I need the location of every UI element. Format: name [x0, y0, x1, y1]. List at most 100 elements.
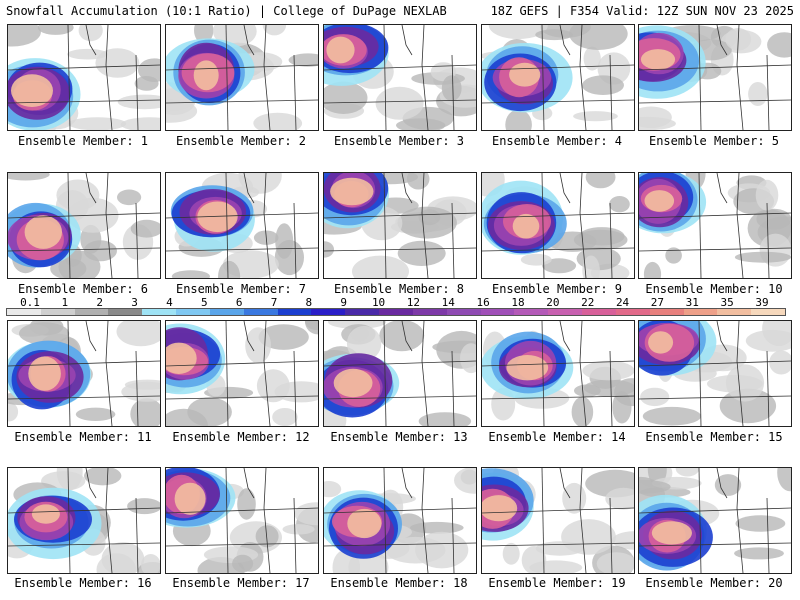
state-border [451, 54, 455, 130]
state-border [766, 497, 770, 573]
state-border [324, 360, 476, 367]
state-border [8, 395, 160, 400]
light-snow-area [78, 25, 103, 42]
member-map-panel [481, 24, 635, 131]
heavy-snow-area [347, 508, 382, 539]
light-snow-area [605, 487, 634, 510]
snowfall-map [639, 173, 791, 278]
colorbar-segment [548, 309, 583, 315]
light-snow-area [232, 554, 254, 573]
member-caption: Ensemble Member: 10 [645, 282, 783, 296]
state-border [579, 468, 587, 573]
colorbar-segment [717, 309, 752, 315]
state-border [482, 99, 634, 104]
light-snow-area [582, 75, 624, 95]
state-border [716, 468, 728, 499]
colorbar-tick-label: 39 [755, 296, 769, 309]
state-border [766, 202, 770, 278]
state-border [716, 321, 728, 352]
colorbar-tick-label: 35 [720, 296, 734, 309]
light-snow-area [735, 515, 786, 532]
state-border [293, 350, 297, 426]
light-snow-area [642, 406, 701, 426]
light-snow-area [640, 387, 670, 407]
colorbar-segment [277, 309, 312, 315]
light-snow-area [611, 531, 634, 550]
member-caption: Ensemble Member: 2 [175, 134, 307, 148]
state-border [639, 542, 791, 547]
colorbar-tick-label: 9 [340, 296, 348, 309]
light-snow-area [583, 46, 601, 71]
state-border [639, 64, 791, 71]
colorbar-tick-label: 0.1 [20, 296, 40, 309]
snowfall-map [482, 25, 634, 130]
member-caption: Ensemble Member: 16 [14, 576, 152, 590]
light-snow-area [725, 364, 765, 402]
heavy-snow-area [509, 62, 541, 87]
state-border [67, 25, 71, 130]
state-border [541, 173, 545, 278]
state-border [293, 497, 297, 573]
light-snow-area [609, 196, 630, 213]
snowfall-map [482, 468, 634, 573]
state-border [639, 212, 791, 219]
light-snow-area [171, 270, 210, 278]
member-caption: Ensemble Member: 19 [488, 576, 626, 590]
state-border [541, 468, 545, 573]
state-border [263, 25, 271, 130]
light-snow-area [138, 58, 160, 82]
member-map-panel [323, 320, 477, 427]
colorbar-segment [480, 309, 515, 315]
colorbar-segment [582, 309, 616, 315]
member-caption: Ensemble Member: 4 [491, 134, 623, 148]
state-border [559, 25, 571, 56]
colorbar-tick-label: 10 [371, 296, 386, 309]
member-caption: Ensemble Member: 8 [333, 282, 465, 296]
colorbar-segment [142, 309, 177, 315]
state-border [135, 202, 139, 278]
member-caption: Ensemble Member: 5 [648, 134, 780, 148]
state-border [736, 468, 744, 573]
colorbar-segment [345, 309, 380, 315]
light-snow-area [579, 227, 625, 246]
state-border [766, 54, 770, 130]
state-border [401, 173, 413, 204]
state-border [639, 247, 791, 252]
state-border [383, 468, 387, 573]
light-snow-area [418, 209, 441, 226]
state-border [166, 247, 318, 252]
state-border [482, 542, 634, 547]
snowfall-map [324, 468, 476, 573]
state-border [609, 202, 613, 278]
light-snow-area [542, 258, 577, 274]
light-snow-area [262, 25, 287, 36]
state-border [166, 542, 318, 547]
light-snow-area [379, 321, 425, 352]
state-border [135, 54, 139, 130]
light-snow-area [460, 343, 476, 374]
state-border [8, 360, 160, 367]
state-border [67, 321, 71, 426]
member-map-panel [323, 172, 477, 279]
light-snow-area [305, 321, 318, 335]
heavy-snow-area [506, 355, 549, 381]
state-border [482, 507, 634, 514]
state-border [85, 321, 97, 352]
colorbar-tick-label: 4 [166, 296, 173, 309]
member-map-panel [323, 467, 477, 574]
state-border [324, 507, 476, 514]
colorbar-segment [243, 309, 278, 315]
colorbar-tick-label: 31 [685, 296, 699, 309]
state-border [324, 212, 476, 219]
state-border [698, 468, 702, 573]
light-snow-area [767, 32, 791, 58]
light-snow-area [574, 384, 601, 397]
snowfall-map [639, 468, 791, 573]
light-snow-area [571, 396, 594, 426]
state-border [579, 321, 587, 426]
light-snow-area [130, 219, 160, 238]
state-border [8, 247, 160, 252]
colorbar-segment [108, 309, 143, 315]
state-border [482, 212, 634, 219]
state-border [324, 247, 476, 252]
